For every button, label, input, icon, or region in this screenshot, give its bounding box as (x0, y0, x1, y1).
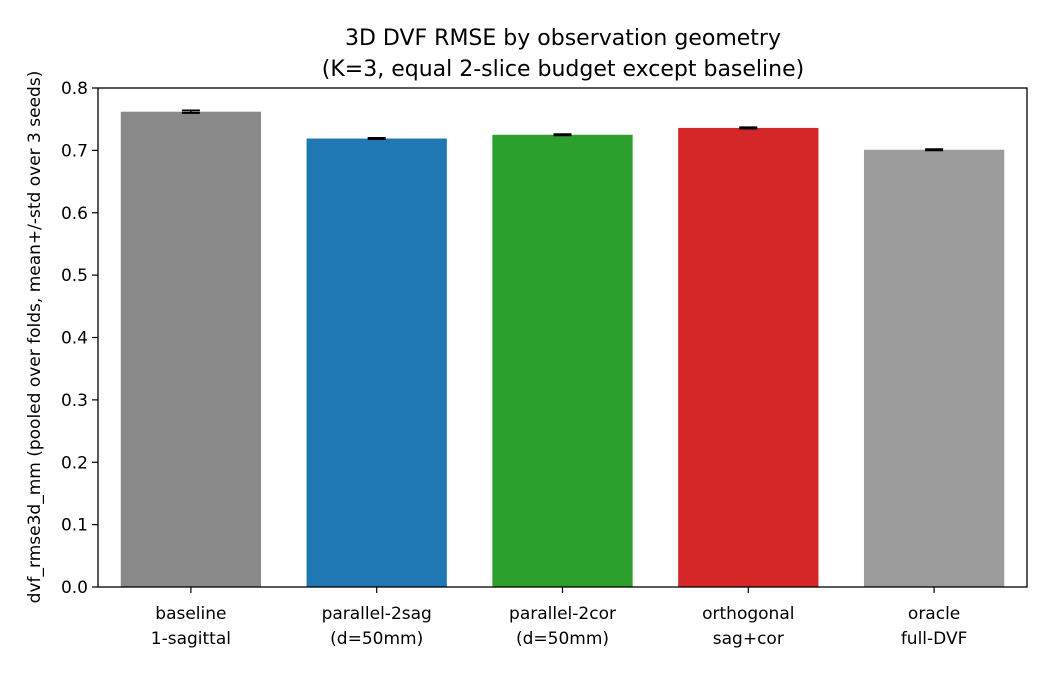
x-tick-label-2-line1: parallel-2cor (509, 604, 616, 624)
bars-layer (120, 111, 1005, 588)
y-tick-label-1: 0.1 (61, 516, 88, 536)
y-tick-label-2: 0.2 (61, 453, 88, 473)
y-axis-label: dvf_rmse3d_mm (pooled over folds, mean+/… (25, 71, 45, 604)
x-tick-label-1-line1: parallel-2sag (322, 604, 432, 624)
x-tick-label-2-line2: (d=50mm) (516, 629, 609, 649)
x-tick-label-3-line1: orthogonal (702, 604, 794, 624)
x-tick-label-0-line1: baseline (155, 604, 226, 624)
x-tick-label-0-line2: 1-sagittal (151, 629, 231, 649)
x-tick-label-4-line2: full-DVF (901, 629, 968, 649)
error-bars-layer (181, 109, 944, 152)
bar-2 (492, 134, 633, 587)
y-tick-label-0: 0.0 (61, 578, 88, 598)
y-axis: 0.0 0.1 0.2 0.3 0.4 0.5 0.6 0.7 0.8 (61, 79, 98, 598)
bar-4 (863, 149, 1005, 587)
chart-subtitle: (K=3, equal 2-slice budget except baseli… (322, 57, 804, 82)
x-axis: baseline 1-sagittal parallel-2sag (d=50mm) p… (151, 587, 968, 649)
y-tick-label-4: 0.4 (61, 329, 88, 349)
bar-3 (678, 127, 819, 588)
y-tick-label-5: 0.5 (61, 266, 88, 286)
y-tick-label-8: 0.8 (61, 79, 88, 99)
bar-0 (120, 111, 262, 587)
x-tick-label-3-line2: sag+cor (713, 629, 784, 649)
chart-title: 3D DVF RMSE by observation geometry (345, 26, 781, 51)
y-tick-label-7: 0.7 (61, 141, 88, 161)
y-tick-label-3: 0.3 (61, 391, 88, 411)
bar-1 (306, 138, 447, 587)
x-tick-label-4-line1: oracle (908, 604, 960, 624)
x-tick-label-1-line2: (d=50mm) (330, 629, 423, 649)
y-tick-label-6: 0.6 (61, 204, 88, 224)
